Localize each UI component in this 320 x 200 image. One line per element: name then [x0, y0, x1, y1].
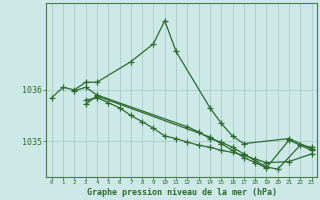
X-axis label: Graphe pression niveau de la mer (hPa): Graphe pression niveau de la mer (hPa): [87, 188, 277, 197]
